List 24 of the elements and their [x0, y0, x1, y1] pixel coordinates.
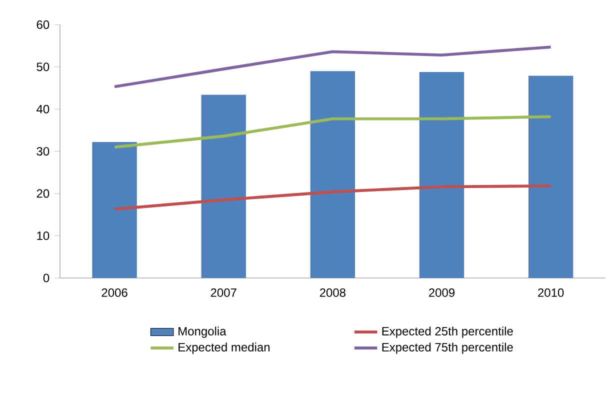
y-tick-label: 20 [36, 189, 50, 198]
y-tick-label: 30 [36, 147, 50, 156]
bar [419, 72, 464, 278]
bar [201, 94, 246, 278]
legend-label: Expected 75th percentile [382, 342, 513, 354]
y-tick-label: 50 [36, 62, 50, 72]
y-tick-label: 10 [37, 232, 50, 240]
y-tick-label: 60 [36, 20, 50, 29]
y-tick-label: 0 [43, 274, 50, 282]
legend-label: Expected 25th percentile [382, 326, 513, 338]
x-tick-label: 2008 [320, 288, 346, 297]
x-tick-label: 2006 [102, 288, 128, 297]
line-series [113, 46, 552, 88]
x-tick-label: 2009 [428, 288, 455, 297]
x-tick-label: 2007 [210, 288, 236, 297]
bar [310, 71, 356, 278]
legend-label: Expected median [178, 342, 270, 354]
y-tick-label: 40 [36, 104, 50, 114]
bar [92, 142, 137, 278]
bar [528, 76, 574, 278]
line-series [113, 115, 552, 149]
legend-label: Mongolia [178, 326, 226, 338]
line-series [113, 184, 552, 211]
x-tick-label: 2010 [538, 288, 564, 297]
